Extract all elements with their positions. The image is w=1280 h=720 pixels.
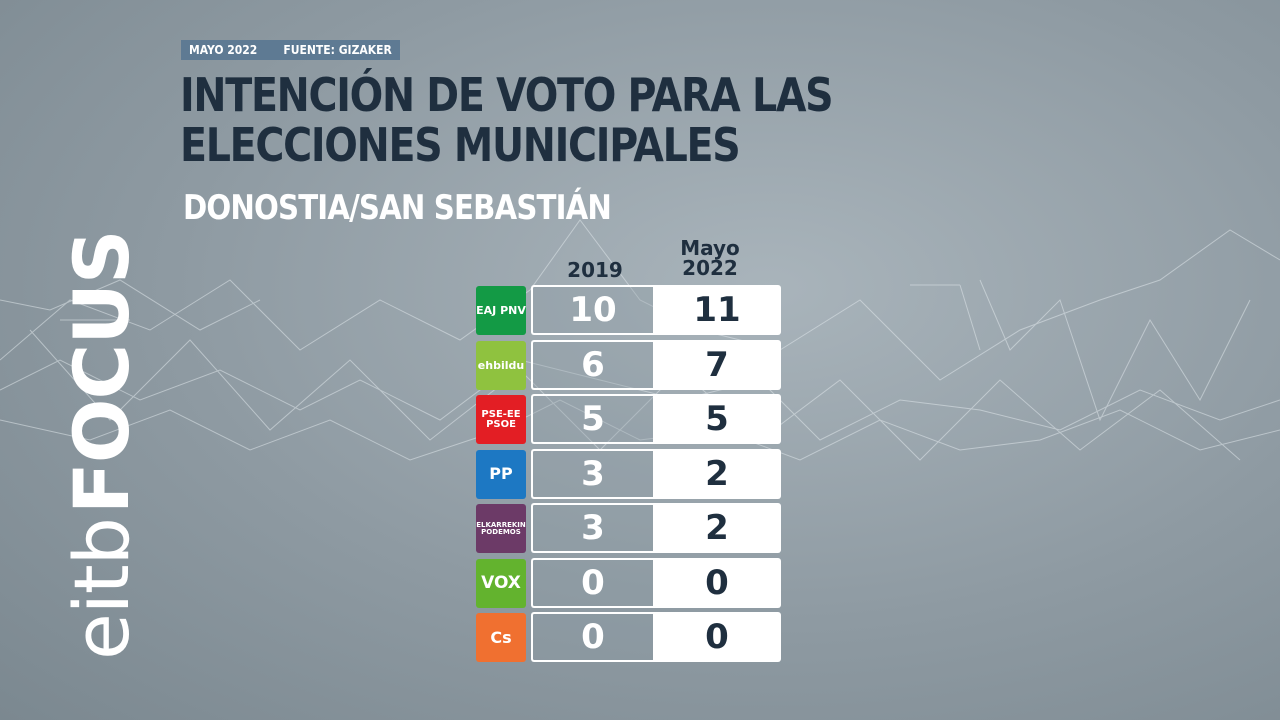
brand-part2: FOCUS (57, 230, 146, 515)
value-2019: 3 (531, 448, 653, 499)
chart-title: INTENCIÓN DE VOTO PARA LAS ELECCIONES MU… (180, 68, 834, 172)
value-2019: 0 (531, 557, 653, 608)
value-2022: 0 (653, 557, 781, 608)
eitb-focus-logo: eitbFOCUS (57, 230, 146, 660)
party-logo: ehbildu (476, 340, 526, 390)
column-header-2022-line2: 2022 (682, 256, 738, 280)
party-logo: ELKARREKIN PODEMOS (476, 504, 526, 553)
party-logo: Cs (476, 613, 526, 662)
value-2019: 6 (531, 339, 653, 390)
value-2022: 2 (653, 448, 781, 499)
column-header-2022-line1: Mayo (680, 236, 740, 260)
value-2019: 0 (531, 612, 653, 662)
value-2022: 11 (653, 285, 781, 335)
meta-source: FUENTE: GIZAKER (283, 43, 392, 57)
party-logo: VOX (476, 558, 526, 608)
table-row: PP 3 2 (476, 448, 786, 499)
chart-subtitle: DONOSTIA/SAN SEBASTIÁN (183, 188, 612, 228)
table-row: EAJ PNV 10 11 (476, 285, 786, 335)
value-2022: 7 (653, 339, 781, 390)
table-row: PSE-EE PSOE 5 5 (476, 394, 786, 444)
party-logo: PSE-EE PSOE (476, 395, 526, 444)
value-2022: 2 (653, 503, 781, 553)
table-row: Cs 0 0 (476, 612, 786, 662)
meta-bar: MAYO 2022 FUENTE: GIZAKER (181, 40, 400, 60)
table-row: ELKARREKIN PODEMOS 3 2 (476, 503, 786, 553)
party-logo: PP (476, 449, 526, 499)
value-2019: 3 (531, 503, 653, 553)
table-row: ehbildu 6 7 (476, 339, 786, 390)
party-logo: EAJ PNV (476, 286, 526, 335)
column-header-2022: Mayo 2022 (655, 238, 765, 278)
column-header-2019: 2019 (567, 258, 623, 282)
value-2019: 5 (531, 394, 653, 444)
value-2022: 5 (653, 394, 781, 444)
value-2022: 0 (653, 612, 781, 662)
meta-date: MAYO 2022 (189, 43, 258, 57)
table-row: VOX 0 0 (476, 557, 786, 608)
value-2019: 10 (531, 285, 653, 335)
brand-part1: eitb (57, 518, 146, 660)
